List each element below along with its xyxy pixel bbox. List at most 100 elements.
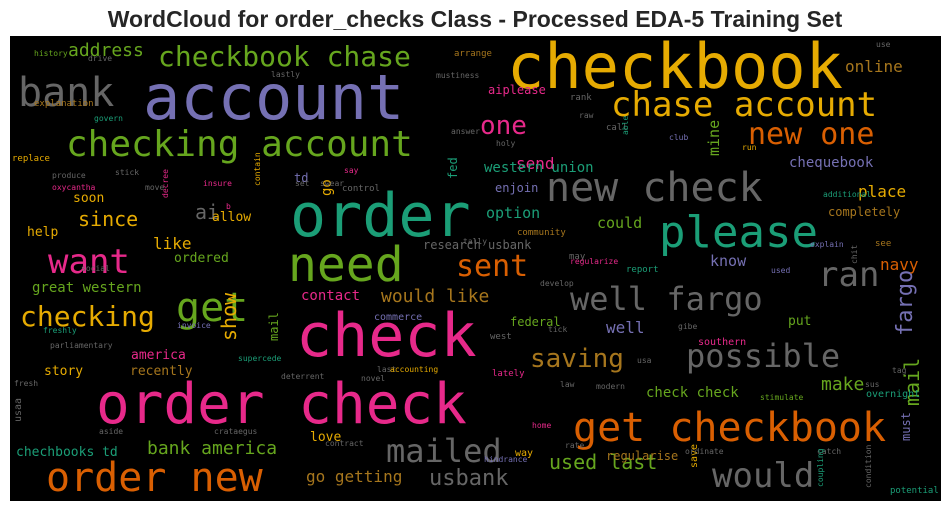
word-tally: tally xyxy=(463,237,487,246)
word-since: since xyxy=(78,207,138,231)
word-call: call xyxy=(606,123,628,133)
word-aiplease: aiplease xyxy=(488,83,546,97)
word-able: able xyxy=(621,116,630,135)
word-online: online xyxy=(845,57,903,76)
word-accounting: accounting xyxy=(390,365,438,374)
word-replace: replace xyxy=(12,154,50,164)
word-deterrent: deterrent xyxy=(281,372,325,381)
word-federal: federal xyxy=(510,315,561,329)
word-commerce: commerce xyxy=(374,312,422,323)
word-contain: contain xyxy=(253,152,262,186)
word-order: order xyxy=(290,181,471,251)
word-could: could xyxy=(597,214,642,232)
word-decree: decree xyxy=(161,169,170,198)
word-usbank: usbank xyxy=(429,466,508,491)
word-raw: raw xyxy=(579,111,594,120)
word-td: td xyxy=(294,171,308,185)
word-fed: fed xyxy=(446,157,460,179)
word-like: like xyxy=(153,234,192,253)
word-set: set xyxy=(295,179,310,188)
word-stimulate: stimulate xyxy=(760,393,804,402)
word-usa: usa xyxy=(637,356,652,365)
word-control: control xyxy=(342,184,380,194)
word-allow: allow xyxy=(212,210,251,225)
word-potential: potential xyxy=(890,486,939,496)
word-recently: recently xyxy=(130,364,193,379)
word-rank: rank xyxy=(570,93,592,103)
word-ai: ai xyxy=(10,36,20,38)
word-bank-america: bank america xyxy=(147,438,277,459)
word-novel: novel xyxy=(361,374,385,383)
word-holy: holy xyxy=(496,139,515,148)
word-checking: checking xyxy=(20,300,155,333)
word-please: please xyxy=(659,207,818,258)
word-use: use xyxy=(876,40,891,49)
word-supercede: supercede xyxy=(238,354,282,363)
word-gibe: gibe xyxy=(678,322,697,331)
word-condition: condition xyxy=(864,444,873,488)
word-crataegus: crataegus xyxy=(214,427,258,436)
word-may: may xyxy=(569,252,586,262)
word-chequebook: chequebook xyxy=(789,155,874,171)
word-research-usbank: research usbank xyxy=(423,238,532,252)
word-well-fargo: well fargo xyxy=(570,280,763,318)
word-know: know xyxy=(710,252,747,270)
word-stick: stick xyxy=(115,168,139,177)
word-arrange: arrange xyxy=(454,49,492,59)
word-community: community xyxy=(517,228,566,238)
word-check-check: check check xyxy=(646,385,739,401)
word-aside: aside xyxy=(99,427,123,436)
word-help: help xyxy=(27,225,58,240)
word-would: would xyxy=(712,456,814,496)
word-regularize: regularize xyxy=(570,257,618,266)
word-social: social xyxy=(81,264,110,273)
word-checking-account: checking account xyxy=(66,124,413,165)
word-swear: swear xyxy=(320,179,344,188)
word-coupling: coupling xyxy=(816,448,825,487)
word-love: love xyxy=(310,430,341,445)
word-fresh: fresh xyxy=(14,379,38,388)
word-move: move xyxy=(145,183,164,192)
word-save: save xyxy=(689,444,700,468)
word-govern: govern xyxy=(94,114,123,123)
word-club: club xyxy=(669,133,688,142)
word-would-like: would like xyxy=(381,286,489,307)
word-invoice: invoice xyxy=(177,321,211,330)
word-one: one xyxy=(480,111,527,141)
word-say: say xyxy=(344,166,359,175)
word-southern: southern xyxy=(698,337,746,348)
word-order-new: order new xyxy=(46,455,264,501)
word-chechbooks-td: chechbooks td xyxy=(16,445,118,460)
word-overnight: overnight xyxy=(866,389,920,400)
word-answer: answer xyxy=(451,127,480,136)
word-well: well xyxy=(606,318,645,337)
word-used-last: used last xyxy=(549,450,657,474)
word-completely: completely xyxy=(828,205,900,219)
word-regularise: regularise xyxy=(606,449,678,463)
word-freshly: freshly xyxy=(43,326,77,335)
word-get: get xyxy=(176,285,248,331)
word-run: run xyxy=(742,143,757,152)
word-mail: mail xyxy=(900,358,924,406)
word-fargo: fargo xyxy=(893,270,918,336)
word-enjoin: enjoin xyxy=(495,181,538,195)
word-used: used xyxy=(771,266,790,275)
word-rate: rate xyxy=(565,441,584,450)
chart-title: WordCloud for order_checks Class - Proce… xyxy=(107,6,843,32)
word-place: place xyxy=(858,182,906,201)
word-lastly: lastly xyxy=(271,70,300,79)
word-insure: insure xyxy=(203,179,232,188)
word-new-check: new check xyxy=(546,165,763,211)
word-great-western: great western xyxy=(32,280,142,296)
word-explain: explain xyxy=(810,240,844,249)
word-get-checkbook: get checkbook xyxy=(573,405,886,451)
word-catch: catch xyxy=(817,447,841,456)
word-show: show xyxy=(217,292,241,341)
word-tick: tick xyxy=(548,325,567,334)
word-produce: produce xyxy=(52,171,86,180)
word-explanation: explanation xyxy=(34,99,94,109)
word-develop: develop xyxy=(540,279,574,288)
word-address: address xyxy=(68,40,144,61)
word-bank: bank xyxy=(18,70,114,116)
